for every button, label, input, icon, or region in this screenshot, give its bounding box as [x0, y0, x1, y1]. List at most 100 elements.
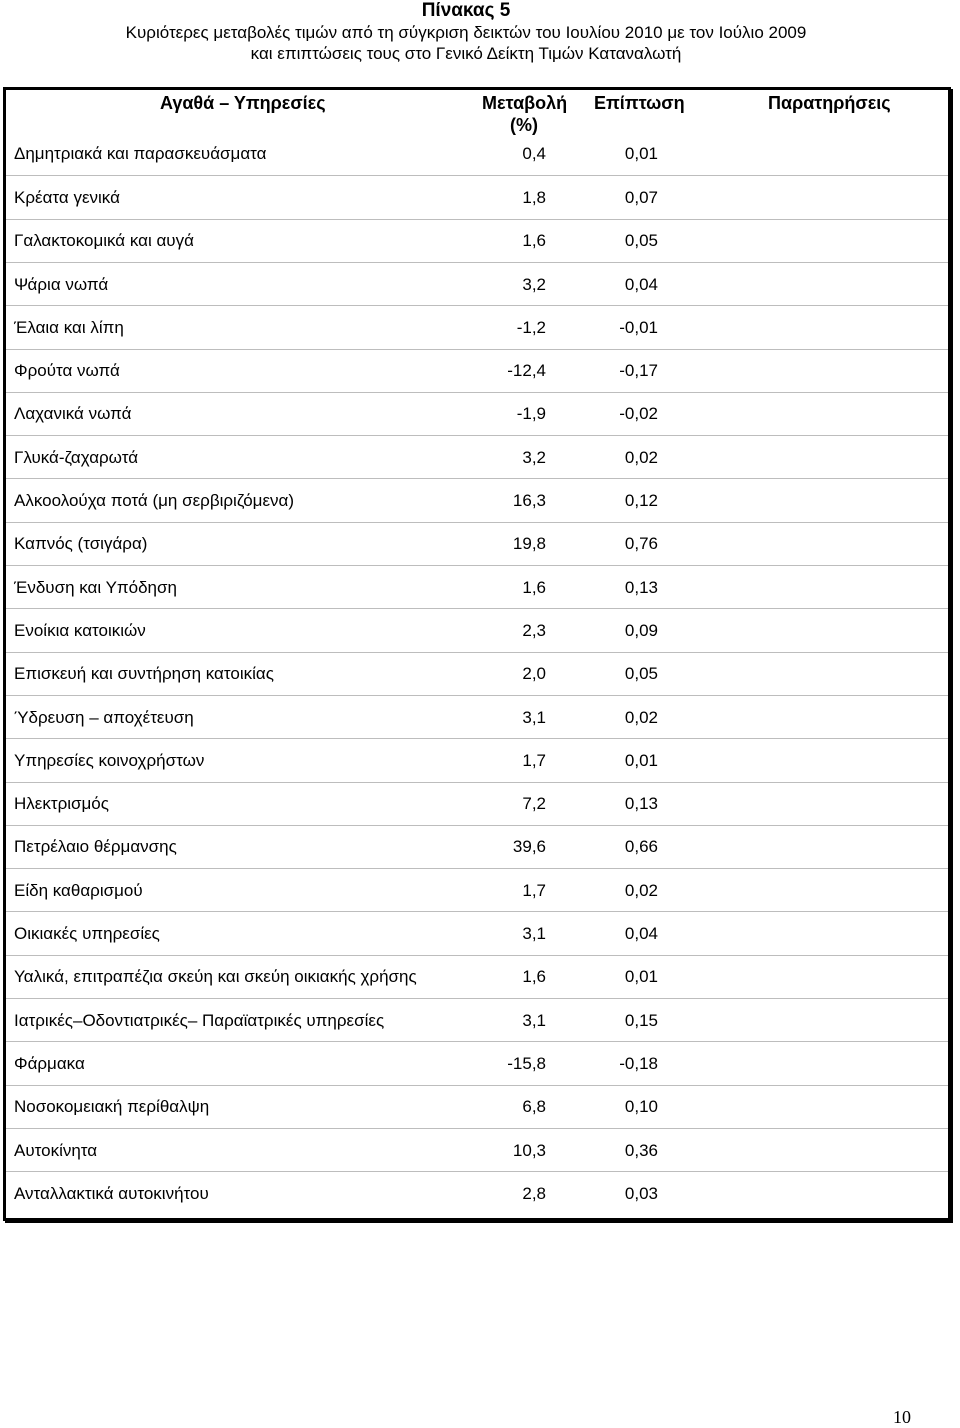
- row-change-value: -12,4: [507, 361, 546, 381]
- row-impact-value: 0,15: [624, 1010, 658, 1030]
- row-impact-value: 0,04: [624, 274, 658, 294]
- page-subtitle: Κυριότερες μεταβολές τιμών από τη σύγκρι…: [0, 22, 932, 64]
- row-item-name: Αυτοκίνητα: [14, 1140, 98, 1160]
- header-change-label: Μεταβολή: [482, 93, 568, 113]
- table-row: Ένδυση και Υπόδηση 1,6 0,13: [6, 565, 948, 609]
- row-change-value: 3,1: [522, 1010, 546, 1030]
- table-row: Οικιακές υπηρεσίες 3,1 0,04: [6, 911, 948, 955]
- row-item-name: Καπνός (τσιγάρα): [14, 534, 148, 554]
- row-change-value: 6,8: [522, 1097, 546, 1117]
- table-row: Γλυκά-ζαχαρωτά 3,2 0,02: [6, 435, 948, 479]
- row-change-value: 1,7: [522, 880, 546, 900]
- row-change-value: 2,3: [522, 620, 546, 640]
- row-impact-value: -0,18: [619, 1053, 658, 1073]
- row-impact-value: 0,01: [624, 143, 658, 163]
- row-item-name: Υπηρεσίες κοινοχρήστων: [14, 750, 205, 770]
- table-row: Πετρέλαιο θέρμανσης 39,6 0,66: [6, 824, 948, 869]
- row-item-name: Ενοίκια κατοικιών: [14, 620, 146, 640]
- subtitle-line-2: και επιπτώσεις τους στο Γενικό Δείκτη Τι…: [250, 44, 682, 63]
- table-row: Ύδρευση – αποχέτευση 3,1 0,02: [6, 694, 948, 739]
- row-impact-value: 0,12: [624, 491, 658, 511]
- row-impact-value: -0,17: [619, 361, 658, 381]
- row-impact-value: 0,66: [624, 837, 658, 857]
- row-impact-value: 0,10: [624, 1097, 658, 1117]
- row-item-name: Γλυκά-ζαχαρωτά: [14, 447, 139, 467]
- row-item-name: Πετρέλαιο θέρμανσης: [14, 837, 177, 857]
- table-row: Φρούτα νωπά -12,4 -0,17: [6, 348, 948, 393]
- row-item-name: Είδη καθαρισμού: [14, 880, 143, 900]
- page-number: 10: [893, 1407, 911, 1427]
- header-notes: Παρατηρήσεις: [768, 93, 891, 113]
- row-impact-value: 0,05: [624, 664, 658, 684]
- row-impact-value: 0,05: [624, 231, 658, 251]
- table-row: Υπηρεσίες κοινοχρήστων 1,7 0,01: [6, 738, 948, 782]
- table-row: Ανταλλακτικά αυτοκινήτου 2,8 0,03: [6, 1171, 948, 1215]
- row-item-name: Νοσοκομειακή περίθαλψη: [14, 1097, 210, 1117]
- row-item-name: Φάρμακα: [14, 1053, 85, 1073]
- table-row: Νοσοκομειακή περίθαλψη 6,8 0,10: [6, 1084, 948, 1129]
- header-change-percent: Μεταβολή (%): [482, 92, 568, 136]
- table-row: Καπνός (τσιγάρα) 19,8 0,76: [6, 521, 948, 566]
- row-item-name: Επισκευή και συντήρηση κατοικίας: [14, 664, 274, 684]
- row-change-value: -1,2: [516, 317, 546, 337]
- row-impact-value: 0,02: [624, 880, 658, 900]
- header-impact: Επίπτωση: [594, 93, 685, 113]
- row-item-name: Ψάρια νωπά: [14, 274, 109, 294]
- row-impact-value: 0,01: [624, 967, 658, 987]
- row-change-value: 1,6: [522, 231, 546, 251]
- row-impact-value: -0,01: [619, 317, 658, 337]
- table-row: Επισκευή και συντήρηση κατοικίας 2,0 0,05: [6, 651, 948, 696]
- row-impact-value: 0,04: [624, 924, 658, 944]
- row-change-value: 3,1: [522, 707, 546, 727]
- row-item-name: Ηλεκτρισμός: [14, 794, 109, 814]
- header-goods-services: Αγαθά – Υπηρεσίες: [160, 93, 326, 113]
- table-row: Λαχανικά νωπά -1,9 -0,02: [6, 391, 948, 436]
- row-change-value: 2,8: [522, 1183, 546, 1203]
- row-item-name: Αλκοολούχα ποτά (μη σερβιριζόμενα): [14, 491, 295, 511]
- row-impact-value: 0,03: [624, 1183, 658, 1203]
- header-change-unit: (%): [510, 115, 538, 135]
- row-impact-value: 0,02: [624, 707, 658, 727]
- row-change-value: 3,2: [522, 447, 546, 467]
- row-impact-value: -0,02: [619, 404, 658, 424]
- row-item-name: Κρέατα γενικά: [14, 187, 120, 207]
- page-title: Πίνακας 5: [421, 0, 511, 21]
- table-row: Φάρμακα -15,8 -0,18: [6, 1041, 948, 1085]
- table-row: Έλαια και λίπη -1,2 -0,01: [6, 305, 948, 349]
- row-change-value: 16,3: [512, 491, 546, 511]
- table-row: Δημητριακά και παρασκευάσματα 0,4 0,01: [6, 132, 948, 175]
- table-row: Αλκοολούχα ποτά (μη σερβιριζόμενα) 16,3 0,…: [6, 478, 948, 522]
- row-change-value: 1,6: [522, 967, 546, 987]
- row-item-name: Ένδυση και Υπόδηση: [14, 577, 177, 597]
- row-impact-value: 0,01: [624, 750, 658, 770]
- row-item-name: Ύδρευση – αποχέτευση: [14, 707, 194, 727]
- row-impact-value: 0,13: [624, 577, 658, 597]
- price-changes-table: [3, 87, 951, 1221]
- row-change-value: 1,6: [522, 577, 546, 597]
- row-item-name: Λαχανικά νωπά: [14, 404, 132, 424]
- row-impact-value: 0,09: [624, 620, 658, 640]
- row-change-value: 3,1: [522, 924, 546, 944]
- row-item-name: Γαλακτοκομικά και αυγά: [14, 231, 194, 251]
- row-impact-value: 0,07: [624, 187, 658, 207]
- table-row: Κρέατα γενικά 1,8 0,07: [6, 175, 948, 219]
- row-impact-value: 0,02: [624, 447, 658, 467]
- row-change-value: 0,4: [522, 143, 546, 163]
- row-item-name: Έλαια και λίπη: [14, 317, 124, 337]
- row-impact-value: 0,76: [624, 534, 658, 554]
- table-row: Ενοίκια κατοικιών 2,3 0,09: [6, 608, 948, 652]
- row-change-value: -1,9: [516, 404, 546, 424]
- table-row: Ψάρια νωπά 3,2 0,04: [6, 261, 948, 306]
- subtitle-line-1: Κυριότερες μεταβολές τιμών από τη σύγκρι…: [125, 23, 807, 42]
- row-change-value: 2,0: [522, 664, 546, 684]
- row-item-name: Ανταλλακτικά αυτοκινήτου: [14, 1183, 209, 1203]
- row-change-value: 10,3: [512, 1140, 546, 1160]
- table-row: Υαλικά, επιτραπέζια σκεύη και σκεύη οικι…: [6, 954, 948, 999]
- row-change-value: 1,7: [522, 750, 546, 770]
- table-row: Ιατρικές–Οδοντιατρικές– Παραϊατρικές υπη…: [6, 998, 948, 1042]
- row-impact-value: 0,36: [624, 1140, 658, 1160]
- row-item-name: Οικιακές υπηρεσίες: [14, 924, 160, 944]
- table-row: Ηλεκτρισμός 7,2 0,13: [6, 781, 948, 826]
- row-change-value: -15,8: [507, 1053, 546, 1073]
- row-item-name: Φρούτα νωπά: [14, 361, 120, 381]
